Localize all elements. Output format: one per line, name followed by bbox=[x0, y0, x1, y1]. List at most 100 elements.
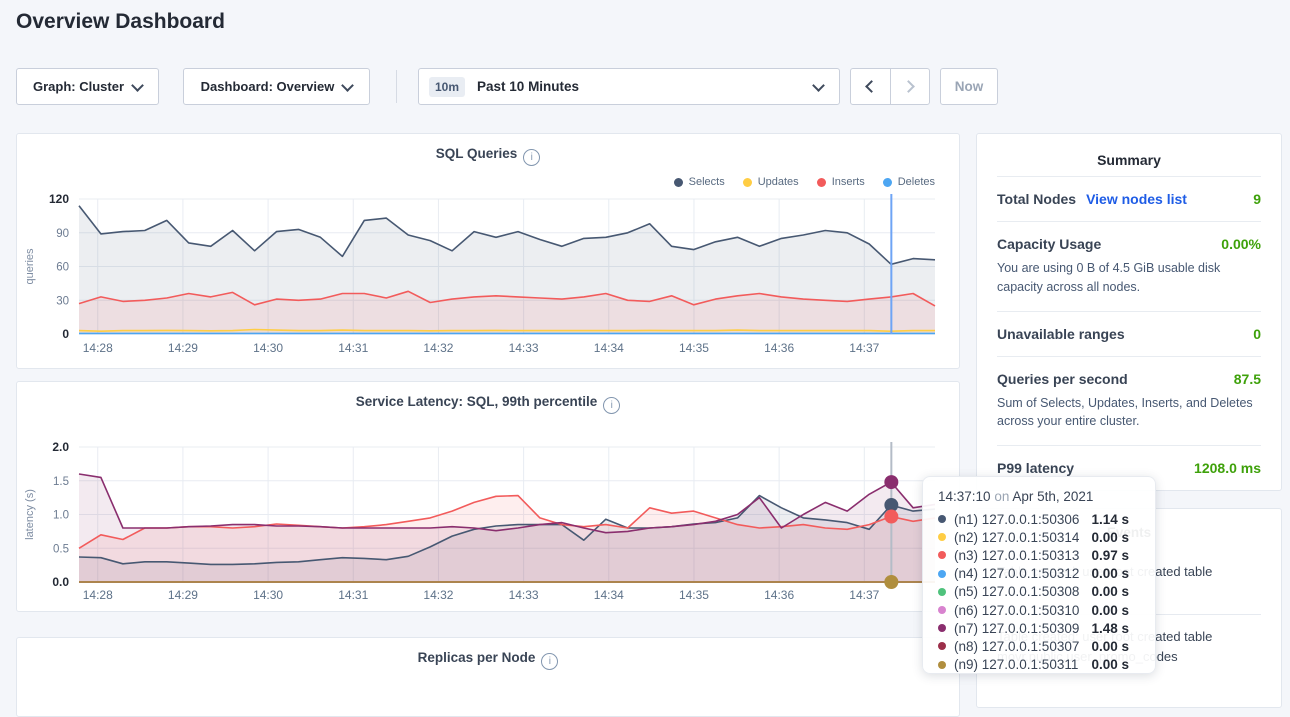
qps-label: Queries per second bbox=[997, 370, 1128, 387]
info-icon[interactable]: i bbox=[523, 149, 541, 166]
now-button[interactable]: Now bbox=[940, 68, 998, 105]
svg-text:queries: queries bbox=[24, 248, 36, 285]
dashboard-dropdown-label: Dashboard: Overview bbox=[200, 79, 335, 94]
p99-latency-value: 1208.0 ms bbox=[1194, 460, 1261, 476]
svg-text:latency (s): latency (s) bbox=[24, 489, 36, 540]
legend-item-deletes[interactable]: Deletes bbox=[882, 176, 935, 188]
tooltip-node-value: 0.00 s bbox=[1091, 584, 1129, 600]
svg-text:14:31: 14:31 bbox=[338, 588, 368, 602]
sql-queries-chart[interactable]: 14:28 14:29 14:30 14:31 14:32 14:33 14:34 14:35… bbox=[17, 192, 959, 364]
legend-dot bbox=[816, 177, 826, 187]
replicas-per-node-card: Replicas per Node i bbox=[16, 637, 960, 717]
series-dot bbox=[938, 660, 946, 669]
now-button-label: Now bbox=[954, 79, 984, 94]
replicas-title: Replicas per Node bbox=[417, 650, 536, 665]
svg-text:14:30: 14:30 bbox=[253, 588, 283, 602]
info-icon[interactable]: i bbox=[603, 397, 621, 414]
legend-label: Inserts bbox=[831, 176, 865, 188]
svg-text:90: 90 bbox=[56, 228, 69, 240]
series-dot bbox=[938, 515, 946, 524]
legend-item-selects[interactable]: Selects bbox=[673, 176, 725, 188]
p99-latency-label: P99 latency bbox=[997, 460, 1075, 476]
svg-text:14:32: 14:32 bbox=[423, 588, 453, 602]
tooltip-date: Apr 5th, 2021 bbox=[1012, 489, 1094, 504]
legend-label: Updates bbox=[757, 176, 799, 188]
svg-text:14:35: 14:35 bbox=[679, 588, 709, 602]
chevron-right-icon bbox=[901, 80, 915, 93]
legend-item-updates[interactable]: Updates bbox=[742, 176, 799, 188]
capacity-usage-desc: You are using 0 B of 4.5 GiB usable disk… bbox=[997, 261, 1221, 294]
service-latency-chart[interactable]: 14:28 14:29 14:30 14:31 14:32 14:33 14:34 14:35… bbox=[17, 432, 959, 604]
tooltip-node-value: 1.14 s bbox=[1091, 511, 1129, 527]
service-latency-card: Service Latency: SQL, 99th percentile i 1… bbox=[16, 381, 960, 612]
tooltip-node-label: (n6) 127.0.0.1:50310 bbox=[954, 602, 1080, 618]
tooltip-node-value: 0.00 s bbox=[1091, 529, 1129, 545]
tooltip-node-label: (n1) 127.0.0.1:50306 bbox=[954, 511, 1080, 527]
tooltip-node-value: 0.00 s bbox=[1091, 657, 1129, 673]
time-range-label: Past 10 Minutes bbox=[477, 79, 580, 94]
chevron-left-icon bbox=[865, 80, 879, 93]
unavailable-ranges-value: 0 bbox=[1253, 325, 1261, 342]
tooltip-node-value: 1.48 s bbox=[1091, 620, 1129, 636]
chevron-down-icon bbox=[341, 78, 355, 92]
svg-text:14:36: 14:36 bbox=[764, 341, 794, 355]
svg-text:60: 60 bbox=[56, 262, 69, 274]
tooltip-node-value: 0.00 s bbox=[1091, 638, 1129, 654]
tooltip-node-value: 0.00 s bbox=[1091, 602, 1129, 618]
series-dot bbox=[938, 587, 946, 596]
svg-text:14:37: 14:37 bbox=[849, 588, 879, 602]
tooltip-row: (n7) 127.0.0.1:50309 1.48 s bbox=[938, 619, 1141, 637]
service-latency-title-row: Service Latency: SQL, 99th percentile i bbox=[17, 394, 959, 414]
legend-label: Deletes bbox=[897, 176, 935, 188]
sql-queries-title-row: SQL Queries i bbox=[17, 146, 959, 166]
svg-text:14:31: 14:31 bbox=[338, 341, 368, 355]
svg-text:14:30: 14:30 bbox=[253, 341, 283, 355]
page-title: Overview Dashboard bbox=[16, 10, 225, 33]
total-nodes-label: Total Nodes bbox=[997, 191, 1077, 207]
view-nodes-list-link[interactable]: View nodes list bbox=[1086, 191, 1187, 207]
summary-row-total-nodes: Total Nodes View nodes list 9 bbox=[997, 176, 1261, 221]
sql-queries-title: SQL Queries bbox=[435, 146, 518, 161]
svg-text:120: 120 bbox=[49, 192, 69, 206]
sql-queries-card: SQL Queries i Selects Updates Inserts Delete… bbox=[16, 133, 960, 369]
series-dot bbox=[938, 606, 946, 615]
service-latency-title: Service Latency: SQL, 99th percentile bbox=[355, 394, 598, 409]
legend-item-inserts[interactable]: Inserts bbox=[816, 176, 865, 188]
summary-panel: Summary Total Nodes View nodes list 9 Ca… bbox=[976, 133, 1282, 491]
svg-text:14:33: 14:33 bbox=[509, 588, 539, 602]
capacity-usage-label: Capacity Usage bbox=[997, 236, 1102, 252]
svg-text:1.0: 1.0 bbox=[53, 510, 69, 522]
svg-text:14:29: 14:29 bbox=[168, 341, 198, 355]
summary-row-qps: Queries per second 87.5 Sum of Selects, … bbox=[997, 355, 1261, 446]
svg-text:14:29: 14:29 bbox=[168, 588, 198, 602]
tooltip-timestamp: 14:37:10 on Apr 5th, 2021 bbox=[938, 489, 1141, 504]
time-back-button[interactable] bbox=[851, 69, 890, 104]
tooltip-node-label: (n3) 127.0.0.1:50313 bbox=[954, 547, 1080, 563]
svg-text:14:28: 14:28 bbox=[83, 341, 113, 355]
qps-value: 87.5 bbox=[1233, 370, 1261, 387]
chart-hover-tooltip: 14:37:10 on Apr 5th, 2021 (n1) 127.0.0.1… bbox=[922, 476, 1156, 674]
info-icon[interactable]: i bbox=[541, 653, 559, 670]
time-forward-button[interactable] bbox=[890, 69, 929, 104]
time-range-picker[interactable]: 10m Past 10 Minutes bbox=[418, 68, 840, 105]
unavailable-ranges-label: Unavailable ranges bbox=[997, 325, 1125, 342]
tooltip-on: on bbox=[994, 489, 1010, 504]
nav-separator bbox=[889, 69, 891, 104]
series-dot bbox=[938, 642, 946, 651]
sql-queries-legend: Selects Updates Inserts Deletes bbox=[673, 176, 935, 188]
svg-text:14:37: 14:37 bbox=[849, 341, 879, 355]
replicas-title-row: Replicas per Node i bbox=[17, 650, 959, 670]
tooltip-node-value: 0.00 s bbox=[1091, 566, 1129, 582]
series-dot bbox=[938, 551, 946, 560]
capacity-usage-value: 0.00% bbox=[1221, 236, 1261, 252]
time-range-badge: 10m bbox=[429, 76, 466, 97]
tooltip-row: (n9) 127.0.0.1:50311 0.00 s bbox=[938, 656, 1141, 674]
svg-text:2.0: 2.0 bbox=[52, 440, 69, 454]
graph-dropdown[interactable]: Graph: Cluster bbox=[16, 68, 159, 105]
tooltip-time: 14:37:10 bbox=[938, 489, 991, 504]
tooltip-row: (n5) 127.0.0.1:50308 0.00 s bbox=[938, 583, 1141, 601]
series-dot bbox=[938, 624, 946, 633]
dashboard-dropdown[interactable]: Dashboard: Overview bbox=[183, 68, 370, 105]
tooltip-row: (n4) 127.0.0.1:50312 0.00 s bbox=[938, 565, 1141, 583]
controls-divider bbox=[396, 70, 397, 103]
